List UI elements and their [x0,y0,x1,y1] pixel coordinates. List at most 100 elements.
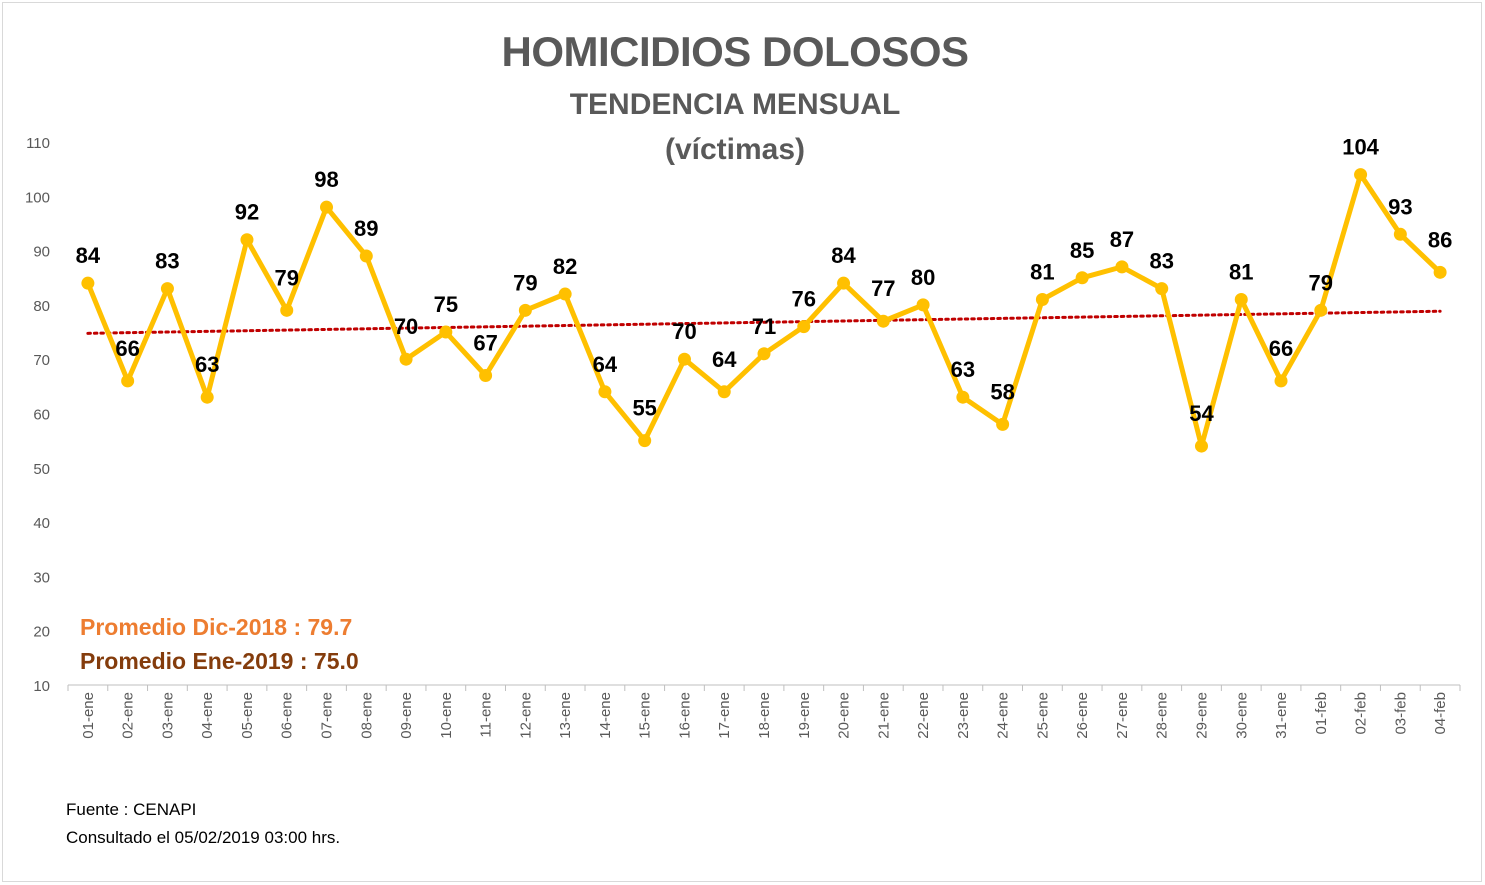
average-ene-2019: Promedio Ene-2019 : 75.0 [80,648,359,674]
data-point [956,390,970,404]
data-point [1035,292,1049,306]
data-label: 77 [871,276,895,301]
consulted-line: Consultado el 05/02/2019 03:00 hrs. [66,828,341,847]
data-label: 64 [712,347,737,372]
data-point [121,374,135,388]
x-category-label: 10-ene [438,692,455,739]
data-label: 70 [394,314,418,339]
source-line: Fuente : CENAPI [66,800,197,819]
x-category-label: 04-feb [1432,692,1449,735]
data-label: 76 [792,287,816,312]
x-category-label: 03-ene [159,692,176,739]
x-category-label: 01-ene [80,692,97,739]
data-label: 81 [1030,259,1054,284]
x-category-label: 08-ene [358,692,375,739]
x-category-label: 23-ene [955,692,972,739]
y-tick-label: 80 [33,298,50,315]
y-tick-label: 20 [33,624,50,641]
data-label: 93 [1388,194,1412,219]
data-point [598,385,612,399]
data-point [1115,260,1129,274]
x-category-label: 07-ene [319,692,336,739]
x-category-label: 15-ene [637,692,654,739]
data-label: 84 [831,243,856,268]
x-category-label: 09-ene [398,692,415,739]
data-label: 82 [553,254,577,279]
data-point [558,287,572,301]
data-label: 63 [195,352,219,377]
x-category-label: 19-ene [796,692,813,739]
x-category-label: 24-ene [995,692,1012,739]
data-label: 71 [752,314,776,339]
y-tick-label: 100 [25,189,50,206]
x-category-label: 30-ene [1233,692,1250,739]
data-point [797,320,811,334]
y-tick-label: 30 [33,569,50,586]
y-tick-label: 60 [33,407,50,424]
data-label: 66 [115,336,139,361]
x-category-label: 25-ene [1034,692,1051,739]
x-category-label: 31-ene [1273,692,1290,739]
x-category-label: 05-ene [239,692,256,739]
data-label: 104 [1342,135,1379,160]
x-category-label: 18-ene [756,692,773,739]
data-label: 84 [76,243,101,268]
data-point [1234,292,1248,306]
chart-title: HOMICIDIOS DOLOSOS [501,28,969,75]
data-point [1354,168,1368,182]
y-tick-label: 90 [33,244,50,261]
data-label: 75 [434,292,458,317]
data-point [1314,303,1328,317]
data-label: 63 [951,357,975,382]
data-label: 87 [1110,227,1134,252]
data-label: 66 [1269,336,1293,361]
data-label: 92 [235,200,259,225]
y-tick-label: 10 [33,678,50,695]
data-label: 83 [1149,249,1173,274]
x-category-label: 26-ene [1074,692,1091,739]
data-point [399,352,413,366]
data-point [1075,271,1089,285]
data-point [717,385,731,399]
data-point [359,249,373,263]
data-point [240,233,254,247]
y-tick-label: 110 [26,135,50,152]
data-point [1274,374,1288,388]
x-category-label: 27-ene [1114,692,1131,739]
trendline [86,309,1442,335]
x-category-label: 02-ene [120,692,137,739]
data-label: 70 [672,319,696,344]
x-category-label: 21-ene [875,692,892,739]
x-category-label: 20-ene [836,692,853,739]
data-label: 64 [593,352,618,377]
data-label: 58 [990,379,1014,404]
data-point [518,303,532,317]
x-category-label: 03-feb [1392,692,1409,735]
data-label: 54 [1189,401,1214,426]
data-label: 98 [314,167,338,192]
data-point [1194,439,1208,453]
data-label: 67 [473,330,497,355]
data-point [160,282,174,296]
x-category-label: 11-ene [478,692,495,738]
x-category-label: 04-ene [199,692,216,739]
x-category-label: 01-feb [1313,692,1330,735]
data-point [200,390,214,404]
data-point [479,368,493,382]
data-label: 55 [632,396,656,421]
x-category-label: 14-ene [597,692,614,739]
x-category-label: 29-ene [1193,692,1210,739]
y-tick-label: 50 [33,461,50,478]
average-dic-2018: Promedio Dic-2018 : 79.7 [80,614,353,640]
x-category-label: 16-ene [676,692,693,739]
data-point [916,298,930,312]
x-category-label: 28-ene [1154,692,1171,739]
x-category-label: 12-ene [517,692,534,739]
x-category-label: 02-feb [1353,692,1370,735]
data-point [677,352,691,366]
data-label: 79 [1309,270,1333,295]
y-tick-label: 70 [33,352,50,369]
data-label: 80 [911,265,935,290]
